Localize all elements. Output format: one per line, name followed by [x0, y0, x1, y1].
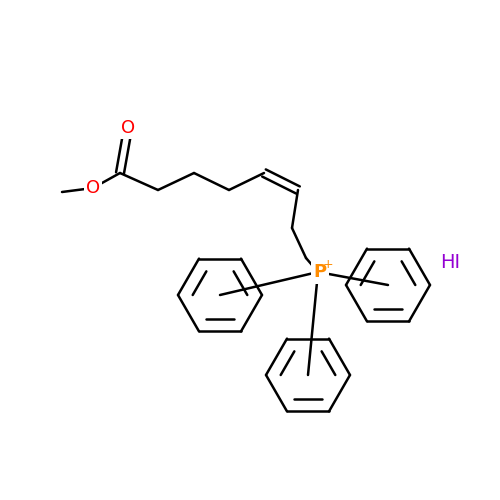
- Text: O: O: [86, 179, 100, 197]
- Text: +: +: [322, 258, 334, 272]
- Text: P: P: [314, 263, 326, 281]
- Text: HI: HI: [440, 252, 460, 272]
- Text: O: O: [121, 119, 135, 137]
